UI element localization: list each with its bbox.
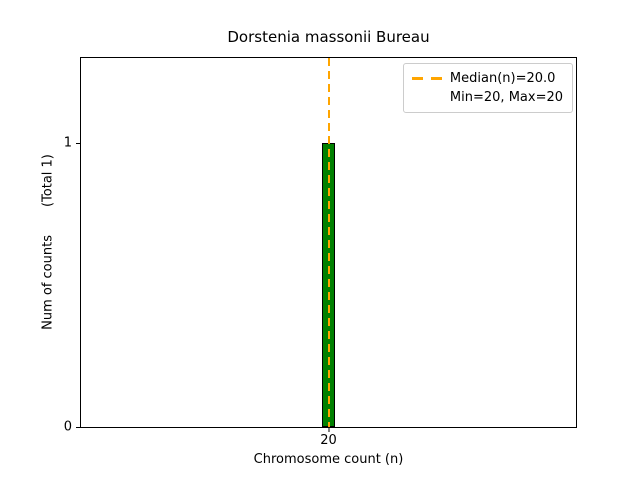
median-line [327, 58, 330, 427]
y-tick-label-1: 1 [63, 135, 72, 151]
legend-spacer [412, 96, 442, 99]
plot-area: 0 1 20 Median(n)=20.0 Min=20, Max=20 [64, 57, 577, 447]
y-tick-mark-1 [76, 142, 80, 144]
legend-entry-minmax: Min=20, Max=20 [412, 88, 563, 107]
x-tick-label-20: 20 [320, 433, 337, 448]
y-axis-label: Num of counts (Total 1) [41, 154, 56, 330]
legend-label-minmax: Min=20, Max=20 [449, 90, 563, 105]
y-tick-label-0: 0 [63, 419, 72, 435]
legend: Median(n)=20.0 Min=20, Max=20 [402, 63, 573, 113]
legend-entry-median: Median(n)=20.0 [411, 69, 563, 88]
x-axis-label: Chromosome count (n) [253, 452, 404, 467]
y-axis-label-text: Num of counts [40, 235, 56, 330]
chart-title: Dorstenia massonii Bureau [227, 28, 430, 46]
legend-label-median: Median(n)=20.0 [449, 71, 556, 86]
y-axis-label-total: (Total 1) [40, 154, 56, 208]
y-tick-mark-0 [76, 426, 80, 428]
x-tick-mark-20 [328, 428, 329, 432]
dashed-line-icon [411, 77, 442, 80]
